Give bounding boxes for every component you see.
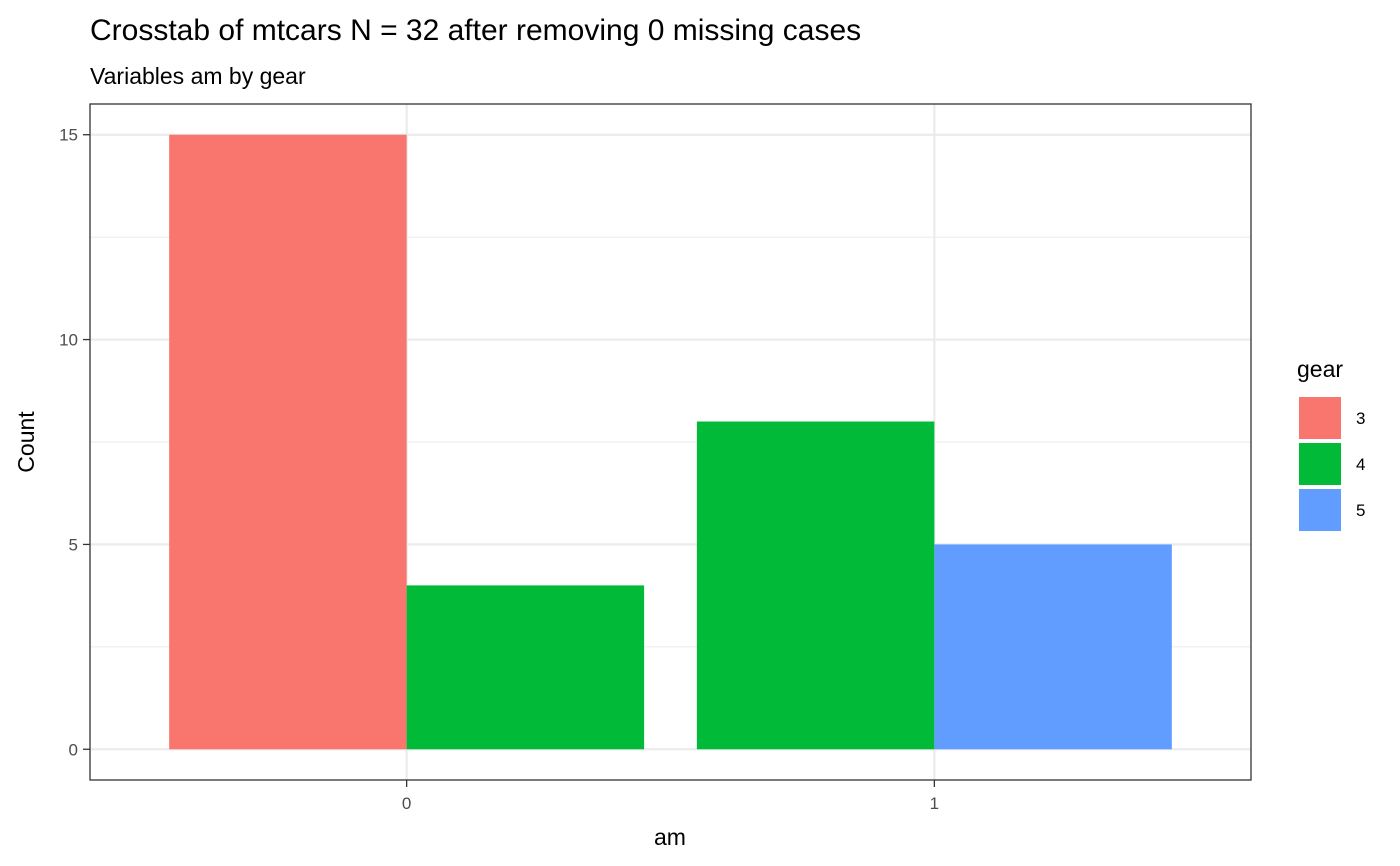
x-tick-label: 1	[930, 794, 939, 813]
x-axis-title: am	[654, 824, 686, 850]
legend-label: 3	[1356, 409, 1365, 428]
y-tick-label: 15	[59, 126, 78, 145]
legend-label: 4	[1356, 455, 1365, 474]
legend-key-3	[1299, 397, 1341, 439]
bar-am-1-gear-5	[934, 544, 1172, 750]
legend: gear 3 4 5	[1297, 356, 1365, 531]
chart-subtitle: Variables am by gear	[90, 63, 306, 89]
legend-key-4	[1299, 443, 1341, 485]
bar-am-1-gear-4	[696, 421, 935, 750]
legend-label: 5	[1356, 501, 1365, 520]
bars	[169, 134, 1172, 750]
x-tick-label: 0	[402, 794, 411, 813]
plot-panel-border	[89, 103, 1252, 781]
y-tick-label: 5	[69, 535, 78, 554]
legend-title: gear	[1297, 356, 1343, 382]
bar-am-0-gear-3	[169, 134, 407, 750]
chart-title: Crosstab of mtcars N = 32 after removing…	[90, 14, 861, 47]
y-tick-label: 0	[69, 740, 78, 759]
y-tick-label: 10	[59, 331, 78, 350]
y-axis-title: Count	[13, 411, 39, 473]
legend-key-5	[1299, 489, 1341, 531]
bar-am-0-gear-4	[406, 585, 645, 750]
y-axis: 0 5 10 15	[59, 126, 90, 759]
